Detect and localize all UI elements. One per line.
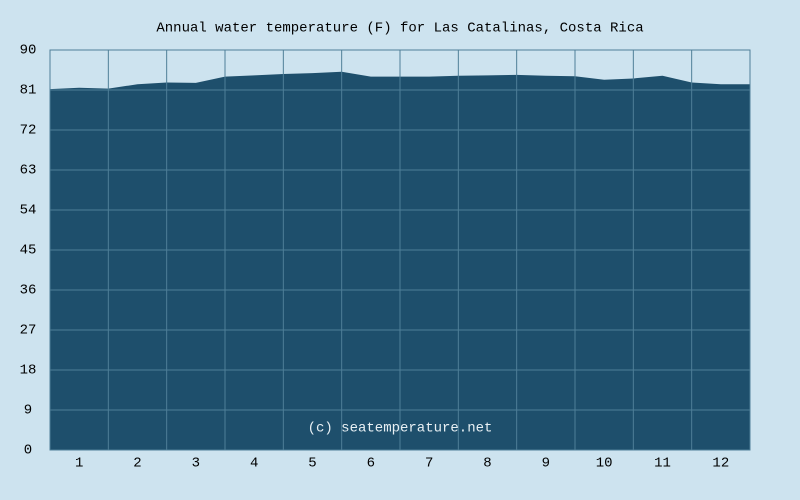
x-tick-label: 8	[483, 456, 491, 472]
x-tick-label: 6	[367, 456, 375, 472]
x-tick-label: 12	[712, 456, 729, 472]
x-tick-label: 5	[308, 456, 316, 472]
y-tick-label: 18	[20, 363, 37, 379]
watermark: (c) seatemperature.net	[308, 421, 493, 437]
y-tick-label: 81	[20, 83, 37, 99]
y-tick-label: 72	[20, 123, 37, 139]
y-tick-label: 45	[20, 243, 37, 259]
y-tick-label: 36	[20, 283, 37, 299]
y-tick-label: 27	[20, 323, 37, 339]
x-tick-label: 4	[250, 456, 258, 472]
y-tick-label: 9	[24, 403, 32, 419]
x-tick-label: 9	[542, 456, 550, 472]
y-tick-label: 63	[20, 163, 37, 179]
x-tick-label: 2	[133, 456, 141, 472]
y-tick-label: 0	[24, 443, 32, 459]
y-tick-label: 54	[20, 203, 37, 219]
x-tick-label: 10	[596, 456, 613, 472]
chart-title: Annual water temperature (F) for Las Cat…	[156, 21, 643, 37]
x-tick-label: 1	[75, 456, 83, 472]
x-tick-label: 3	[192, 456, 200, 472]
x-tick-label: 7	[425, 456, 433, 472]
plot-border	[49, 49, 751, 451]
x-tick-label: 11	[654, 456, 671, 472]
y-tick-label: 90	[20, 43, 37, 59]
